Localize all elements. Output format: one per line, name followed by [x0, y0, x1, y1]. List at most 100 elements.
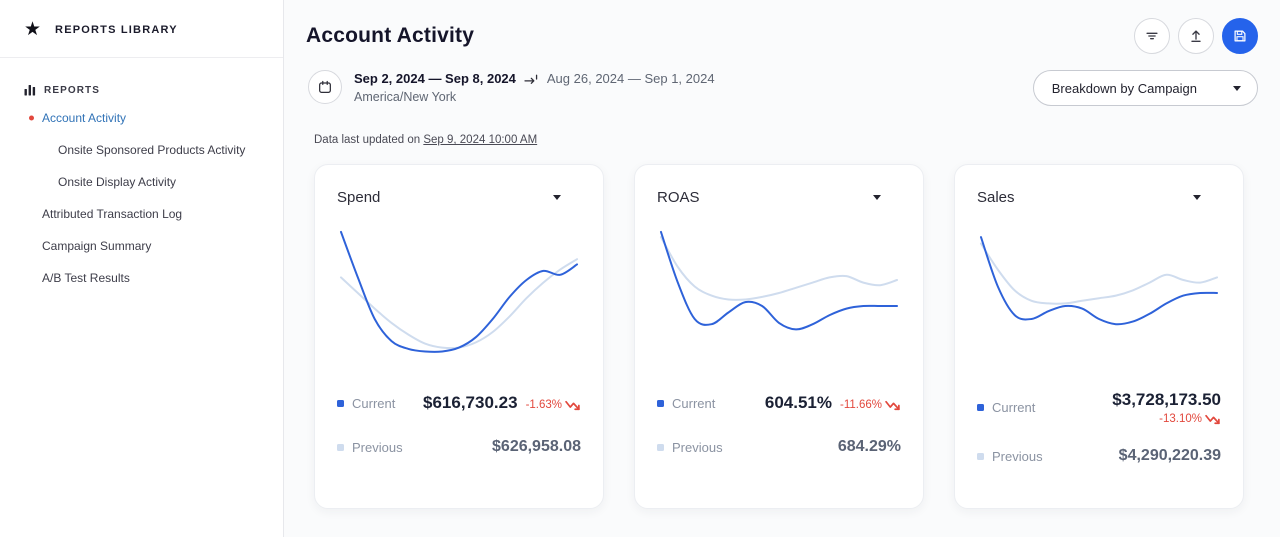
current-series-bullet-icon: [657, 399, 664, 407]
metric-selector[interactable]: Spend: [337, 189, 581, 206]
export-button[interactable]: [1178, 18, 1214, 54]
sidebar-item-label: Account Activity: [42, 111, 127, 125]
metric-title: Spend: [337, 189, 381, 206]
metric-cards: Spend Current $616,730.23 -1.63%: [306, 164, 1258, 509]
export-icon: [1191, 30, 1201, 42]
main-content: Account Activity: [284, 0, 1280, 537]
metric-selector[interactable]: ROAS: [657, 189, 901, 206]
sidebar: ★ REPORTS LIBRARY REPORTS Account Activi…: [0, 0, 284, 537]
change-badge: -11.66%: [840, 399, 901, 411]
page-title: Account Activity: [306, 24, 475, 47]
metric-card-sales: Sales Current $3,728,173.50 -13.10%: [954, 164, 1244, 509]
metric-title: Sales: [977, 189, 1015, 206]
current-label: Current: [992, 400, 1036, 415]
sidebar-item-ab-test-results[interactable]: A/B Test Results: [0, 262, 283, 294]
breakdown-select[interactable]: Breakdown by Campaign: [1032, 70, 1258, 106]
filter-button[interactable]: [1134, 18, 1170, 54]
spend-sparkline-chart: [339, 230, 579, 353]
change-value: -13.10%: [1159, 413, 1202, 425]
current-values: $3,728,173.50 -13.10%: [1043, 390, 1221, 425]
calendar-icon: [319, 80, 331, 93]
sidebar-item-label: Onsite Display Activity: [58, 175, 177, 189]
metric-card-roas: ROAS Current 604.51% -11.66%: [634, 164, 924, 509]
current-value: $616,730.23: [423, 393, 518, 412]
previous-legend-row: Previous $4,290,220.39: [977, 443, 1221, 469]
previous-label: Previous: [992, 448, 1043, 464]
reports-library-label: REPORTS LIBRARY: [55, 23, 178, 36]
metric-title: ROAS: [657, 189, 700, 206]
previous-legend-row: Previous $626,958.08: [337, 434, 581, 460]
current-series-bullet-icon: [977, 404, 984, 411]
previous-value: 684.29%: [837, 438, 901, 455]
change-value: -11.66%: [840, 399, 882, 411]
sidebar-nav: Account Activity Onsite Sponsored Produc…: [0, 102, 283, 294]
change-badge: -13.10%: [1159, 413, 1221, 425]
date-range-text: Sep 2, 2024 — Sep 8, 2024 Aug 26, 2024 —…: [354, 70, 715, 104]
date-range-picker[interactable]: Sep 2, 2024 — Sep 8, 2024 Aug 26, 2024 —…: [308, 70, 715, 104]
trend-down-icon: [565, 400, 580, 410]
date-row: Sep 2, 2024 — Sep 8, 2024 Aug 26, 2024 —…: [306, 70, 1258, 106]
reports-section-header: REPORTS: [24, 84, 283, 96]
sidebar-item-label: Attributed Transaction Log: [42, 207, 183, 221]
previous-legend-row: Previous 684.29%: [657, 434, 901, 460]
last-updated: Data last updated on Sep 9, 2024 10:00 A…: [306, 134, 1258, 146]
active-bullet-icon: [29, 115, 34, 121]
metric-card-spend: Spend Current $616,730.23 -1.63%: [314, 164, 604, 509]
sidebar-item-label: Onsite Sponsored Products Activity: [58, 143, 246, 157]
chevron-down-icon: [1233, 85, 1241, 91]
previous-value: $4,290,220.39: [1118, 447, 1221, 464]
current-values: 604.51% -11.66%: [723, 393, 901, 413]
change-value: -1.63%: [525, 399, 562, 411]
toolbar-actions: [1134, 18, 1258, 54]
sidebar-item-account-activity[interactable]: Account Activity: [0, 102, 283, 134]
date-range-values: Sep 2, 2024 — Sep 8, 2024 Aug 26, 2024 —…: [354, 71, 715, 86]
last-updated-prefix: Data last updated on: [314, 134, 424, 146]
previous-value: $626,958.08: [492, 438, 581, 455]
chevron-down-icon: [553, 195, 561, 200]
previous-series-bullet-icon: [977, 452, 984, 460]
sidebar-item-campaign-summary[interactable]: Campaign Summary: [0, 230, 283, 262]
filter-icon: [1146, 32, 1158, 40]
trend-down-icon: [1205, 414, 1220, 424]
metric-selector[interactable]: Sales: [977, 189, 1221, 206]
previous-values: $4,290,220.39: [1051, 447, 1221, 465]
last-updated-timestamp[interactable]: Sep 9, 2024 10:00 AM: [423, 134, 538, 146]
previous-values: $626,958.08: [411, 438, 581, 456]
sidebar-item-onsite-display-activity[interactable]: Onsite Display Activity: [0, 166, 283, 198]
topbar: Account Activity: [306, 18, 1258, 54]
previous-series-bullet-icon: [337, 443, 344, 451]
chevron-down-icon: [873, 195, 881, 200]
star-icon: ★: [24, 19, 42, 40]
previous-label: Previous: [352, 439, 403, 455]
change-badge: -1.63%: [526, 399, 581, 411]
current-legend-row: Current 604.51% -11.66%: [657, 390, 901, 416]
current-legend-row: Current $3,728,173.50 -13.10%: [977, 390, 1221, 425]
save-button[interactable]: [1222, 18, 1258, 54]
current-value: 604.51%: [764, 393, 833, 412]
current-label: Current: [672, 395, 716, 411]
previous-values: 684.29%: [731, 438, 901, 456]
save-icon: [1234, 30, 1246, 42]
current-value: $3,728,173.50: [1112, 390, 1221, 409]
roas-sparkline-chart: [659, 230, 899, 331]
previous-label: Previous: [672, 439, 723, 455]
current-date-range: Sep 2, 2024 — Sep 8, 2024: [354, 71, 516, 86]
reports-section-label: REPORTS: [44, 84, 101, 96]
previous-series-bullet-icon: [657, 443, 664, 451]
trend-down-icon: [885, 400, 900, 410]
chevron-down-icon: [1193, 195, 1201, 200]
current-label: Current: [352, 395, 396, 411]
breakdown-selected-value: Breakdown by Campaign: [1051, 80, 1197, 96]
sales-sparkline-chart: [979, 236, 1219, 326]
sidebar-item-onsite-sponsored-products-activity[interactable]: Onsite Sponsored Products Activity: [0, 134, 283, 166]
previous-date-range: Aug 26, 2024 — Sep 1, 2024: [546, 71, 715, 86]
current-legend-row: Current $616,730.23 -1.63%: [337, 390, 581, 416]
compare-arrow-icon: [524, 74, 538, 84]
bar-chart-icon: [24, 85, 36, 96]
current-series-bullet-icon: [337, 399, 344, 407]
current-values: $616,730.23 -1.63%: [403, 393, 581, 413]
calendar-button[interactable]: [308, 70, 342, 104]
sidebar-item-attributed-transaction-log[interactable]: Attributed Transaction Log: [0, 198, 283, 230]
sidebar-item-label: A/B Test Results: [42, 271, 130, 285]
reports-library-header[interactable]: ★ REPORTS LIBRARY: [0, 0, 283, 58]
